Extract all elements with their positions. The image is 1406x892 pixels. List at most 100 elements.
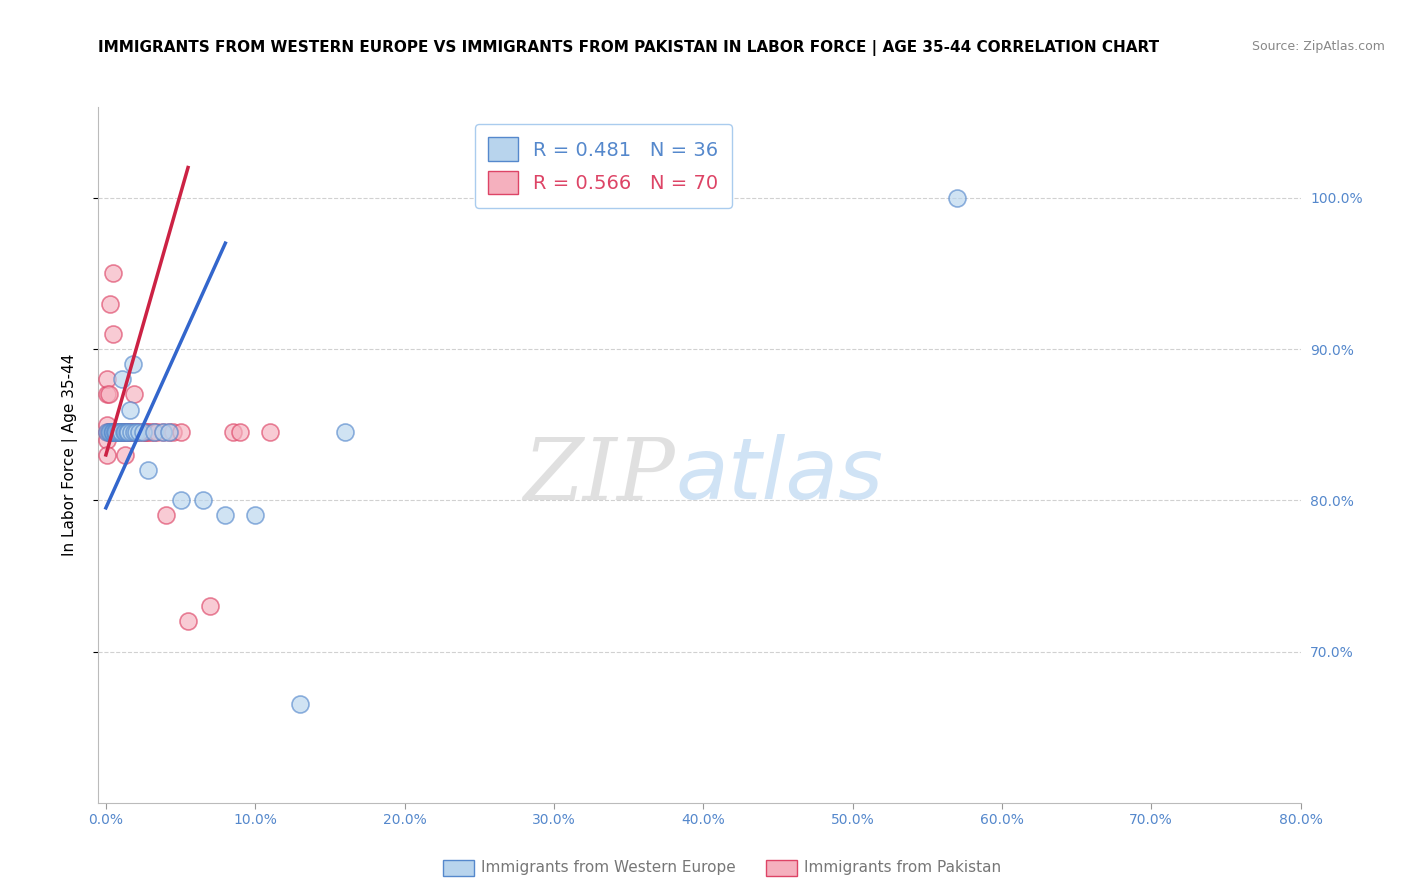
Point — [110, 425, 132, 440]
Point — [101, 425, 124, 440]
Point — [169, 493, 191, 508]
Point — [229, 425, 252, 440]
Point — [108, 425, 131, 440]
Point — [104, 425, 127, 440]
Point — [111, 372, 134, 386]
Point — [107, 425, 129, 440]
Point — [222, 425, 245, 440]
Point — [132, 425, 155, 440]
Point — [103, 425, 125, 440]
Point — [162, 425, 184, 440]
Point — [97, 425, 120, 440]
Point — [107, 425, 129, 440]
Point — [104, 425, 127, 440]
Point — [97, 425, 120, 440]
Point — [177, 615, 200, 629]
Point — [103, 326, 125, 341]
Point — [114, 425, 136, 440]
Point — [114, 448, 136, 462]
Point — [96, 448, 118, 462]
Point — [97, 425, 120, 440]
Point — [103, 425, 125, 440]
Point — [132, 425, 155, 440]
Text: atlas: atlas — [675, 434, 883, 517]
Point — [101, 425, 124, 440]
Point — [152, 425, 174, 440]
Point — [108, 425, 131, 440]
Point — [288, 698, 311, 712]
Point — [118, 425, 141, 440]
Point — [111, 425, 134, 440]
Point — [96, 433, 118, 447]
Point — [136, 463, 159, 477]
Point — [115, 425, 138, 440]
Point — [103, 267, 125, 281]
Point — [98, 425, 121, 440]
Point — [98, 296, 121, 310]
Point — [104, 425, 127, 440]
Point — [112, 425, 135, 440]
Point — [125, 425, 148, 440]
Point — [96, 425, 118, 440]
Point — [108, 425, 131, 440]
Point — [157, 425, 180, 440]
Point — [117, 425, 139, 440]
Point — [110, 425, 132, 440]
Point — [117, 425, 139, 440]
Point — [200, 599, 222, 614]
Point — [155, 508, 177, 523]
Point — [107, 425, 129, 440]
Point — [103, 425, 125, 440]
Point — [96, 387, 118, 401]
Point — [125, 425, 148, 440]
Point — [142, 425, 165, 440]
Point — [97, 425, 120, 440]
Text: Immigrants from Western Europe: Immigrants from Western Europe — [481, 861, 735, 875]
Point — [117, 425, 139, 440]
Point — [97, 425, 120, 440]
Point — [120, 425, 142, 440]
Point — [105, 425, 128, 440]
Point — [114, 425, 136, 440]
Point — [115, 425, 138, 440]
Point — [104, 425, 127, 440]
Point — [152, 425, 174, 440]
Point — [112, 425, 135, 440]
Point — [142, 425, 165, 440]
Point — [101, 425, 124, 440]
Text: IMMIGRANTS FROM WESTERN EUROPE VS IMMIGRANTS FROM PAKISTAN IN LABOR FORCE | AGE : IMMIGRANTS FROM WESTERN EUROPE VS IMMIGR… — [98, 40, 1160, 56]
Point — [946, 191, 969, 205]
Point — [96, 417, 118, 432]
Point — [118, 425, 141, 440]
Point — [121, 425, 143, 440]
Point — [122, 425, 145, 440]
Point — [96, 372, 118, 386]
Point — [110, 425, 132, 440]
Point — [112, 425, 135, 440]
Point — [214, 508, 236, 523]
Text: Source: ZipAtlas.com: Source: ZipAtlas.com — [1251, 40, 1385, 54]
Point — [139, 425, 162, 440]
Y-axis label: In Labor Force | Age 35-44: In Labor Force | Age 35-44 — [62, 354, 77, 556]
Point — [97, 387, 120, 401]
Point — [114, 425, 136, 440]
Point — [115, 425, 138, 440]
Point — [136, 425, 159, 440]
Point — [110, 425, 132, 440]
Point — [128, 425, 150, 440]
Point — [333, 425, 356, 440]
Point — [121, 357, 143, 371]
Point — [105, 425, 128, 440]
Point — [115, 425, 138, 440]
Text: ZIP: ZIP — [523, 434, 675, 517]
Point — [96, 425, 118, 440]
Point — [134, 425, 156, 440]
Point — [101, 425, 124, 440]
Point — [114, 425, 136, 440]
Point — [191, 493, 214, 508]
Legend: R = 0.481   N = 36, R = 0.566   N = 70: R = 0.481 N = 36, R = 0.566 N = 70 — [475, 124, 733, 208]
Point — [110, 425, 132, 440]
Point — [259, 425, 281, 440]
Point — [145, 425, 167, 440]
Point — [169, 425, 191, 440]
